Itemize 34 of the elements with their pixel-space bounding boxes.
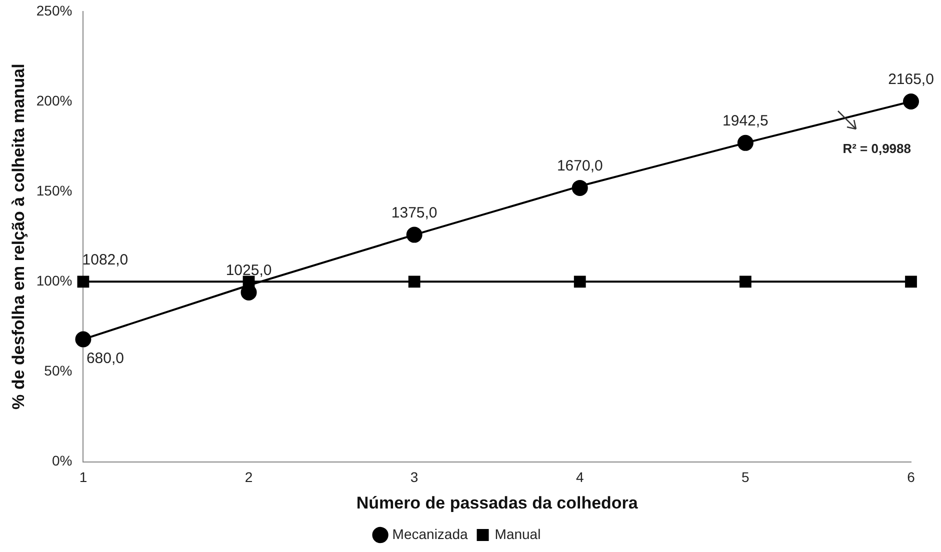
point xyxy=(75,331,92,348)
y-axis-title: % de desfolha em relção à colheita manual xyxy=(8,64,28,410)
annotation: 1025,0 xyxy=(226,262,272,280)
point xyxy=(574,276,586,288)
annotation: 1082,0 xyxy=(82,251,128,268)
annotation: 1670,0 xyxy=(556,158,603,175)
annotation: 680,0 xyxy=(86,350,124,367)
point xyxy=(77,276,90,288)
annotation: R² = 0,9988 xyxy=(842,140,911,156)
x-tick-label: 2 xyxy=(244,469,253,486)
y-tick-label: 0% xyxy=(52,452,72,469)
point xyxy=(903,93,919,110)
point xyxy=(408,276,420,288)
x-tick-label: 6 xyxy=(907,469,916,486)
y-tick-label: 200% xyxy=(36,92,72,108)
x-tick-label: 1 xyxy=(79,469,88,486)
point xyxy=(737,134,754,151)
x-axis-title: Número de passadas da colhedora xyxy=(356,493,638,512)
y-tick-label: 150% xyxy=(36,182,72,198)
legend-label: Manual xyxy=(494,526,541,542)
point xyxy=(406,226,422,243)
x-tick-label: 4 xyxy=(576,469,584,486)
y-tick-label: 100% xyxy=(36,272,72,288)
point xyxy=(905,276,917,288)
x-tick-label: 3 xyxy=(410,469,418,486)
y-tick-label: 250% xyxy=(36,2,72,18)
annotation: 1942,5 xyxy=(722,112,768,130)
annotation: 2165,0 xyxy=(888,71,934,88)
y-tick-label: 50% xyxy=(44,362,72,379)
point xyxy=(572,180,588,196)
annotation: 1375,0 xyxy=(391,204,438,222)
legend-label: Mecanizada xyxy=(392,526,468,542)
x-tick-label: 5 xyxy=(742,469,750,486)
point xyxy=(739,276,752,288)
